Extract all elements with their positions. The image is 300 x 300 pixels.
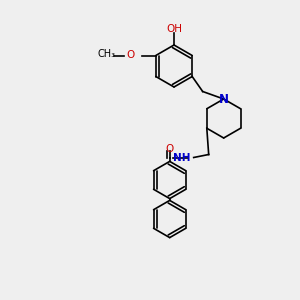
Text: O: O [126, 50, 134, 61]
Text: OH: OH [166, 23, 182, 34]
Text: CH₃: CH₃ [97, 49, 116, 59]
Text: NH: NH [173, 152, 191, 163]
Text: N: N [219, 92, 229, 106]
Text: O: O [166, 143, 174, 154]
